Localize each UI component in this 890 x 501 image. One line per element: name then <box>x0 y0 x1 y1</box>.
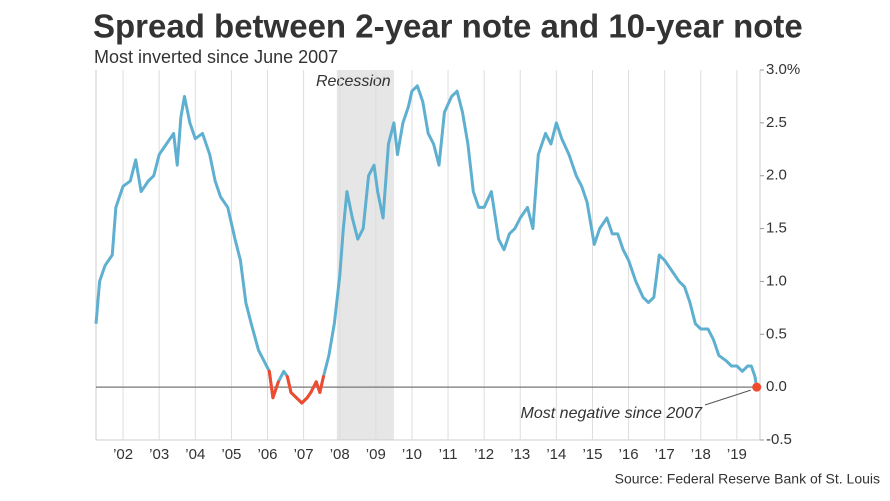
x-tick-label: ’13 <box>510 446 530 463</box>
y-tick-label: 0.5 <box>766 325 787 342</box>
x-tick-label: ’14 <box>546 446 566 463</box>
x-tick-label: ’04 <box>185 446 205 463</box>
x-tick-label: ’19 <box>727 446 747 463</box>
recession-band <box>336 70 394 440</box>
y-tick-label: -0.5 <box>766 431 792 448</box>
spread-line <box>94 84 759 405</box>
x-tick-label: ’06 <box>257 446 277 463</box>
y-tick-label: 2.5 <box>766 114 787 131</box>
negative-segment <box>318 375 325 394</box>
annotation: Most negative since 2007 <box>521 405 704 422</box>
x-tick-label: ’17 <box>655 446 675 463</box>
x-tick-label: ’05 <box>221 446 241 463</box>
x-tick-label: ’08 <box>330 446 350 463</box>
x-tick-label: ’03 <box>149 446 169 463</box>
chart-subtitle: Most inverted since June 2007 <box>94 47 338 67</box>
y-tick-label: 0.0 <box>766 378 787 395</box>
x-tick-label: ’07 <box>294 446 314 463</box>
x-tick-label: ’18 <box>691 446 711 463</box>
last-point <box>752 382 762 392</box>
negative-segment <box>267 369 275 400</box>
chart-title: Spread between 2-year note and 10-year n… <box>93 8 803 45</box>
x-tick-label: ’16 <box>619 446 639 463</box>
negative-segment <box>285 375 293 394</box>
x-tick-label: ’02 <box>113 446 133 463</box>
x-tick-label: ’10 <box>402 446 422 463</box>
y-tick-label: 1.0 <box>766 272 787 289</box>
source: Source: Federal Reserve Bank of St. Loui… <box>615 471 880 487</box>
annotation-arrow <box>704 389 751 406</box>
x-tick-label: ’11 <box>439 446 458 463</box>
y-tick-label: 1.5 <box>766 220 787 237</box>
negative-segment <box>271 380 280 400</box>
y-tick-label: 2.0 <box>766 167 787 184</box>
x-tick-label: ’09 <box>366 446 386 463</box>
x-tick-label: ’12 <box>474 446 494 463</box>
recession-label: Recession <box>316 73 391 90</box>
x-tick-label: ’15 <box>582 446 602 463</box>
y-tick-label: 3.0% <box>766 61 800 78</box>
